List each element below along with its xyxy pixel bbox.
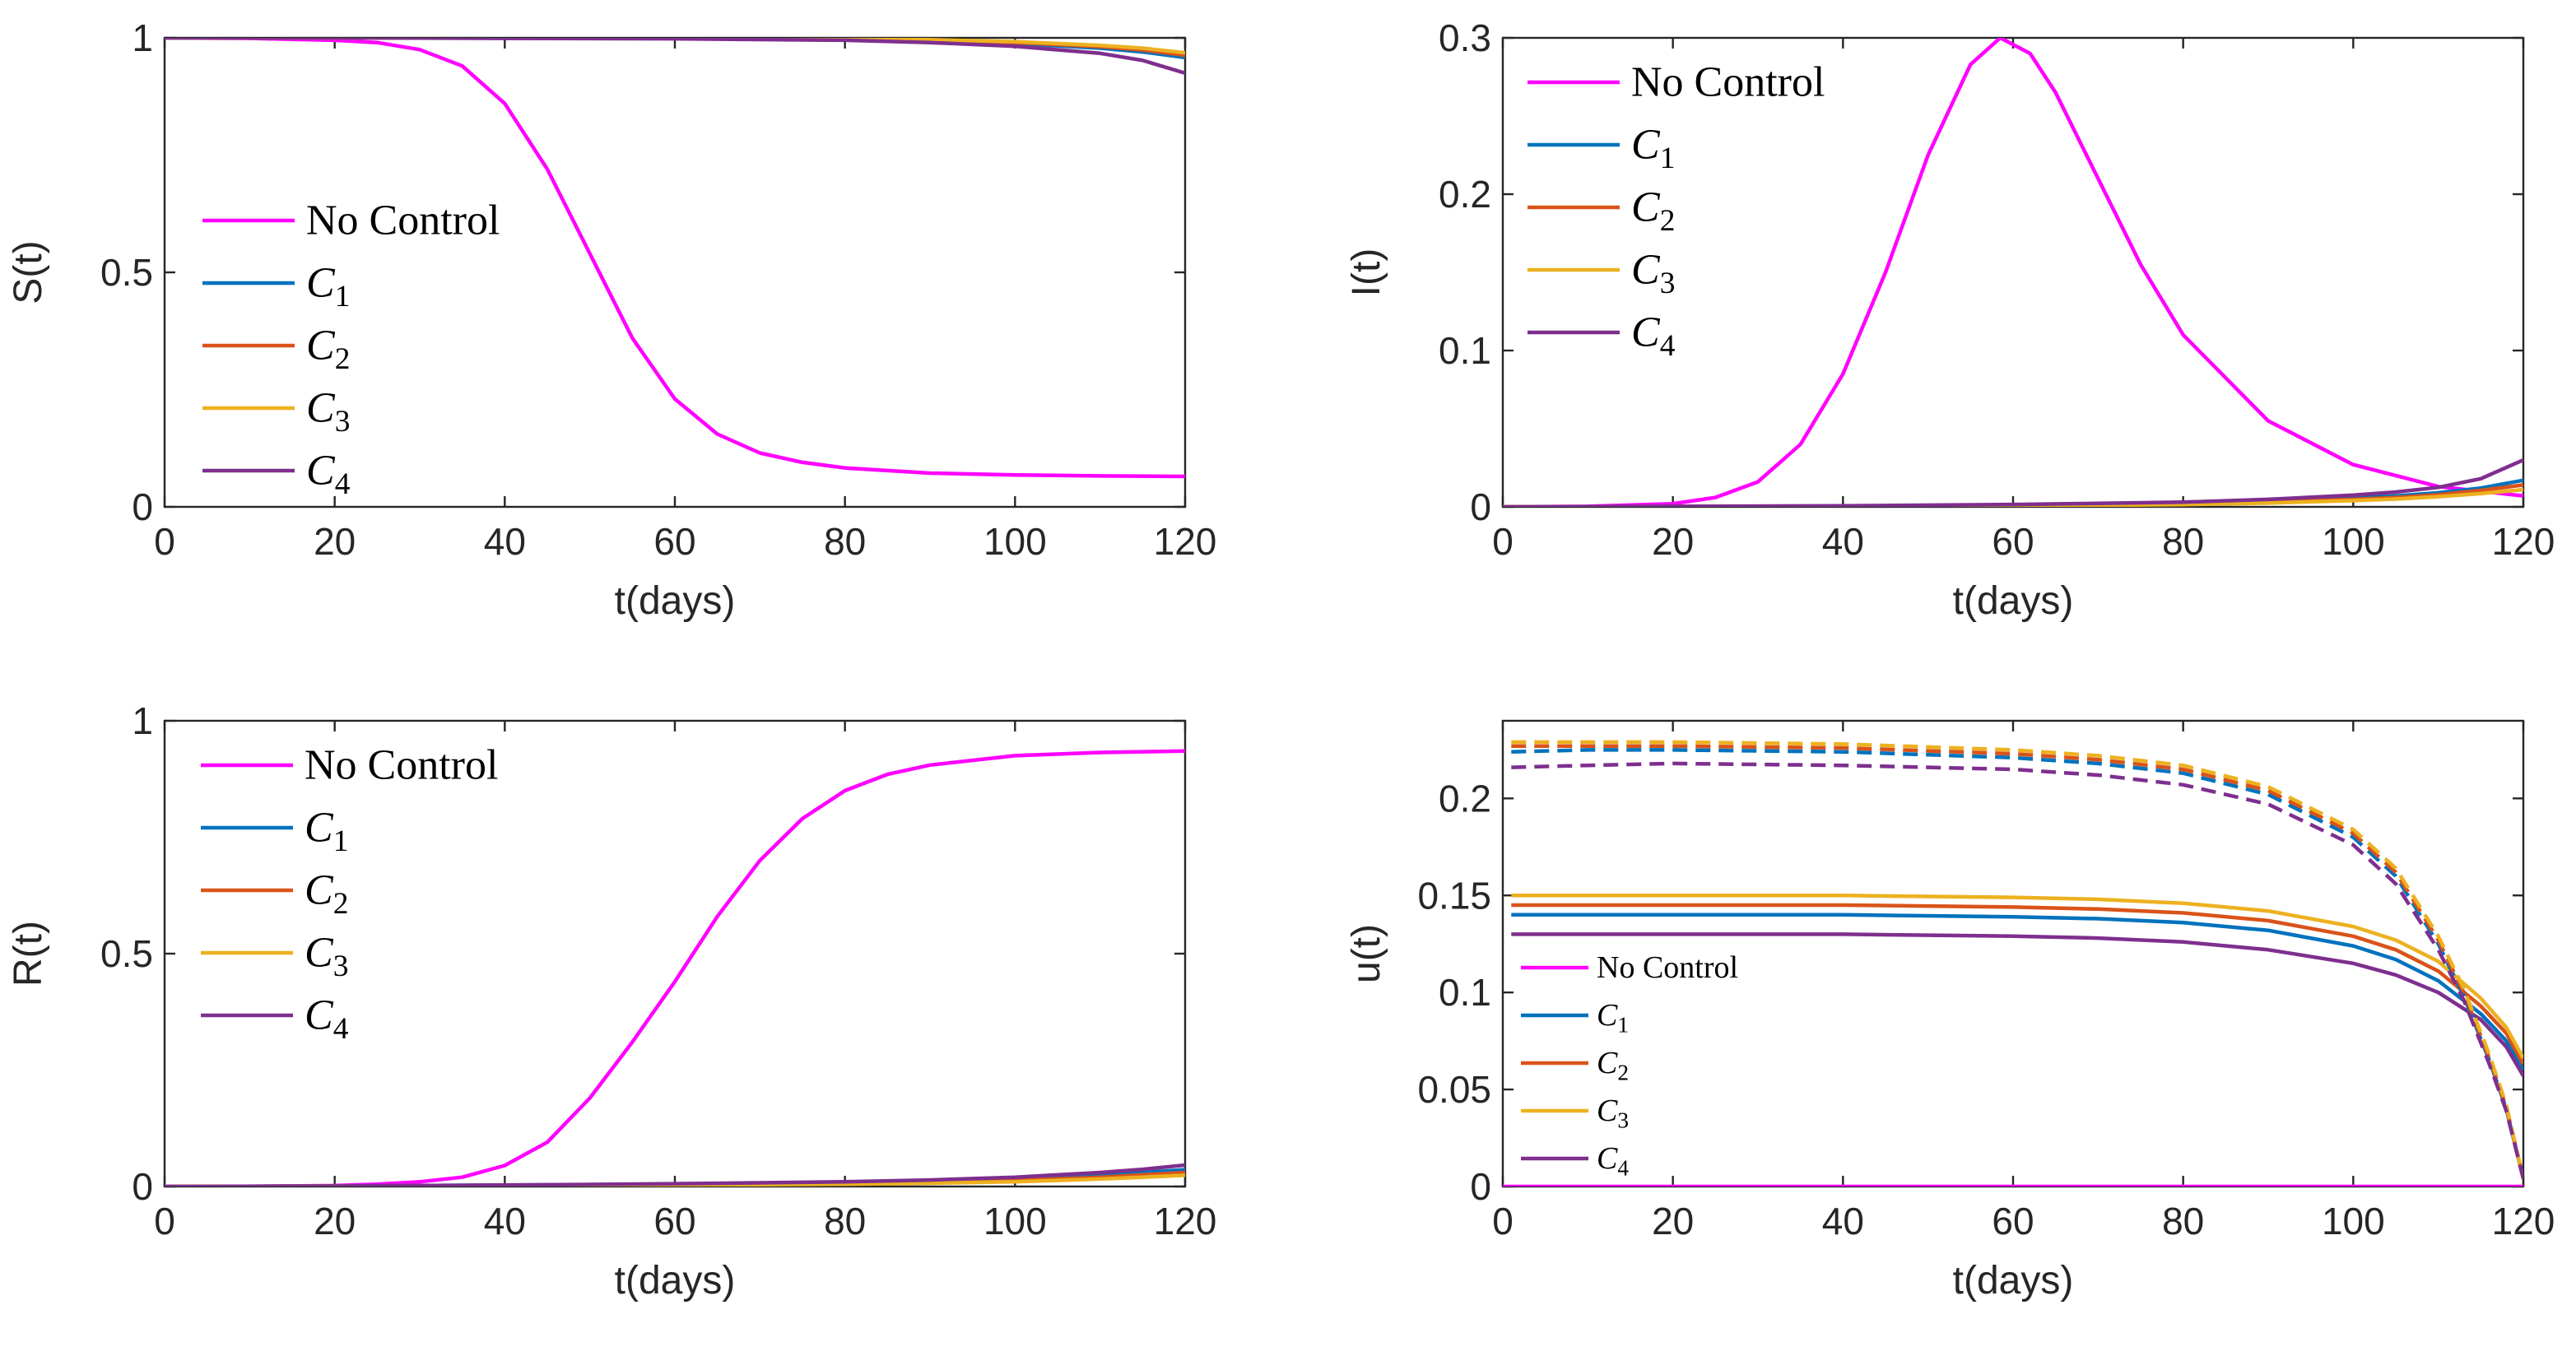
legend-label-c3: C3 — [305, 930, 348, 983]
legend-label-c1: C1 — [1597, 998, 1629, 1037]
x-tick-label: 100 — [2322, 1200, 2385, 1242]
legend-label-no_control: No Control — [305, 742, 498, 789]
series-group — [1503, 740, 2523, 1186]
legend-label-c2: C2 — [1597, 1046, 1629, 1084]
x-tick-label: 60 — [1992, 1200, 2034, 1242]
panel-I: 0 20 40 60 80 100 120 0 0.1 0.2 0.3 t(days) I(t) No C… — [1345, 16, 2555, 623]
legend: No Control C1 C2 C3 C4 — [1521, 950, 1738, 1181]
legend: No Control C1 C2 C3 C4 — [202, 197, 500, 501]
legend-label-c3: C3 — [1597, 1094, 1629, 1132]
legend-label-c4: C4 — [1631, 309, 1676, 363]
x-tick-label: 60 — [653, 520, 695, 563]
x-axis-label: t(days) — [615, 579, 736, 623]
y-tick-label: 1 — [132, 699, 153, 742]
series-group — [165, 749, 1185, 1186]
y-axis-label: u(t) — [1345, 924, 1388, 983]
legend-label-c4: C4 — [305, 992, 349, 1046]
x-tick-label: 20 — [1652, 520, 1694, 563]
y-axis-label: S(t) — [7, 240, 50, 304]
x-tick-label: 100 — [2322, 520, 2385, 563]
legend-label-no_control: No Control — [1631, 59, 1825, 106]
legend-label-c1: C1 — [1631, 122, 1675, 175]
series-line-c1 — [1511, 913, 2523, 1071]
legend-label-c3: C3 — [306, 385, 350, 439]
legend-label-no_control: No Control — [1597, 950, 1738, 985]
legend-label-c2: C2 — [306, 323, 350, 376]
legend-label-c1: C1 — [305, 805, 348, 858]
legend: No Control C1 C2 C3 C4 — [201, 742, 498, 1046]
x-tick-label: 80 — [2162, 520, 2204, 563]
x-tick-label: 80 — [2162, 1200, 2204, 1242]
legend-label-no_control: No Control — [306, 197, 500, 244]
legend-label-c2: C2 — [305, 867, 348, 921]
y-tick-label: 0.5 — [100, 932, 153, 975]
x-tick-label: 40 — [1822, 1200, 1864, 1242]
x-tick-label: 60 — [653, 1200, 695, 1242]
legend-label-c1: C1 — [306, 260, 350, 313]
y-tick-label: 0.2 — [1439, 777, 1491, 820]
x-tick-label: 20 — [314, 1200, 356, 1242]
y-tick-label: 0 — [132, 1165, 153, 1208]
x-tick-label: 80 — [824, 520, 866, 563]
y-tick-label: 0.2 — [1439, 173, 1491, 216]
legend-label-c4: C4 — [1597, 1141, 1629, 1180]
x-tick-label: 0 — [154, 520, 175, 563]
legend-label-c2: C2 — [1631, 184, 1675, 238]
x-axis-label: t(days) — [615, 1259, 736, 1303]
x-tick-label: 120 — [2492, 1200, 2555, 1242]
y-tick-label: 0.1 — [1439, 329, 1491, 372]
y-tick-label: 0.5 — [100, 251, 153, 294]
series-line-c4 — [165, 1163, 1185, 1186]
panel-R: 0 20 40 60 80 100 120 0 0.5 1 t(days) R(t) No Contro… — [7, 699, 1216, 1303]
series-line-c4 — [1503, 457, 2523, 507]
series-line-c3 — [165, 38, 1185, 55]
legend: No Control C1 C2 C3 C4 — [1527, 59, 1825, 363]
series-line-c3-dashed — [1511, 740, 2523, 1180]
series-group — [1503, 38, 2523, 507]
y-tick-label: 0.15 — [1417, 874, 1491, 917]
x-tick-label: 120 — [1154, 1200, 1217, 1242]
y-tick-label: 1 — [132, 16, 153, 59]
y-axis-label: I(t) — [1345, 248, 1388, 297]
x-tick-label: 40 — [484, 1200, 526, 1242]
series-line-c3 — [1511, 894, 2523, 1060]
series-line-c2 — [1511, 903, 2523, 1066]
panel-u: 0 20 40 60 80 100 120 0 0.05 0.1 0.15 0.2 t(days) u(t… — [1345, 719, 2555, 1303]
legend-label-c3: C3 — [1631, 247, 1675, 300]
series-line-no_control — [165, 749, 1185, 1186]
x-tick-label: 20 — [314, 520, 356, 563]
x-tick-label: 0 — [154, 1200, 175, 1242]
y-tick-label: 0.1 — [1439, 971, 1491, 1014]
y-tick-label: 0 — [1470, 1165, 1491, 1208]
x-tick-label: 100 — [983, 1200, 1047, 1242]
y-tick-label: 0 — [1470, 485, 1491, 528]
x-tick-label: 120 — [2492, 520, 2555, 563]
series-line-no_control — [1503, 38, 2523, 507]
x-tick-label: 0 — [1492, 1200, 1514, 1242]
x-tick-label: 120 — [1154, 520, 1217, 563]
y-tick-label: 0 — [132, 485, 153, 528]
series-line-c2-dashed — [1511, 744, 2523, 1180]
y-tick-label: 0.05 — [1417, 1068, 1491, 1111]
x-tick-label: 40 — [484, 520, 526, 563]
series-line-c4 — [165, 38, 1185, 75]
y-tick-label: 0.3 — [1439, 16, 1491, 59]
x-axis-label: t(days) — [1953, 1259, 2074, 1303]
x-tick-label: 20 — [1652, 1200, 1694, 1242]
x-axis-label: t(days) — [1953, 579, 2074, 623]
series-line-no_control — [165, 38, 1185, 479]
x-tick-label: 60 — [1992, 520, 2034, 563]
series-group — [165, 38, 1185, 479]
panel-S: 0 20 40 60 80 100 120 0 0.5 1 t(days) S(t) No Contro… — [7, 16, 1216, 623]
legend-label-c4: C4 — [306, 448, 351, 501]
series-line-c4 — [1511, 932, 2523, 1077]
x-tick-label: 100 — [983, 520, 1047, 563]
x-tick-label: 80 — [824, 1200, 866, 1242]
x-tick-label: 0 — [1492, 520, 1514, 563]
x-tick-label: 40 — [1822, 520, 1864, 563]
y-axis-label: R(t) — [7, 921, 50, 987]
series-line-c4-dashed — [1511, 761, 2523, 1180]
